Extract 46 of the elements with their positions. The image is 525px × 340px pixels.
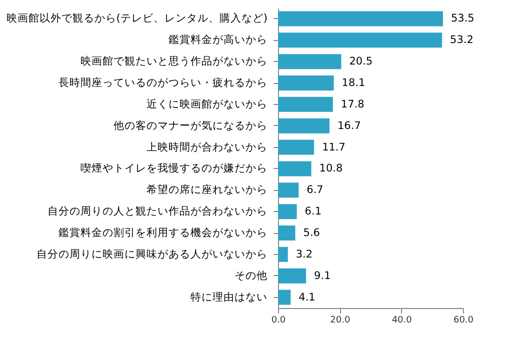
- y-tick-label: 喫煙やトイレを我慢するのが嫌だから: [80, 162, 268, 175]
- data-label: 53.5: [450, 12, 474, 25]
- data-label: 16.7: [337, 120, 361, 132]
- y-tick-label: 他の客のマナーが気になるから: [114, 118, 268, 132]
- data-label: 10.8: [319, 162, 343, 175]
- data-label: 5.6: [303, 227, 320, 239]
- data-label: 9.1: [314, 270, 331, 282]
- y-tick-label: 鑑賞料金が高いから: [168, 33, 268, 46]
- bar: [278, 182, 299, 198]
- y-tick-label: 特に理由はない: [190, 290, 268, 304]
- data-label: 3.2: [296, 248, 313, 260]
- data-label: 6.7: [306, 184, 324, 196]
- y-tick-label: 映画館で観たいと思う作品がないから: [80, 54, 268, 68]
- bar: [278, 140, 314, 155]
- data-label: 11.7: [322, 141, 346, 154]
- data-label: 6.1: [304, 206, 322, 218]
- y-tick-label: 自分の周りに映画に興味がある人がいないから: [36, 247, 268, 260]
- bar: [278, 11, 443, 26]
- x-tick-label: 40.0: [392, 316, 412, 326]
- bar: [278, 32, 442, 48]
- data-label: 53.2: [450, 34, 474, 46]
- bar: [278, 204, 297, 220]
- y-tick-label: 上映時間が合わないから: [146, 140, 268, 154]
- bar: [278, 96, 333, 112]
- x-tick-label: 60.0: [453, 316, 474, 326]
- data-label: 17.8: [340, 98, 364, 110]
- data-label: 20.5: [349, 56, 373, 68]
- bar: [278, 54, 342, 70]
- bar: [278, 246, 288, 262]
- bar: [278, 290, 291, 305]
- y-tick-label: 鑑賞料金の割引を利用する機会がないから: [58, 226, 268, 239]
- data-label: 18.1: [342, 77, 366, 89]
- y-tick-label: 近くに映画館がないから: [146, 97, 268, 110]
- bar: [278, 268, 306, 284]
- bar: [278, 161, 312, 176]
- y-tick-label: 自分の周りの人と観たい作品が合わないから: [48, 204, 268, 218]
- bar: [278, 118, 330, 134]
- bar: [278, 76, 334, 90]
- y-tick-label: 映画館以外で観るから(テレビ、レンタル、購入など): [6, 12, 268, 25]
- y-tick-label: 希望の席に座れないから: [146, 183, 268, 196]
- bar: [278, 226, 296, 240]
- y-tick-label: 長時間座っているのがつらい・疲れるから: [58, 76, 268, 89]
- data-label: 4.1: [298, 291, 316, 304]
- x-tick-label: 0.0: [271, 316, 286, 326]
- y-tick-label: その他: [234, 270, 268, 282]
- x-tick-label: 20.0: [330, 316, 350, 326]
